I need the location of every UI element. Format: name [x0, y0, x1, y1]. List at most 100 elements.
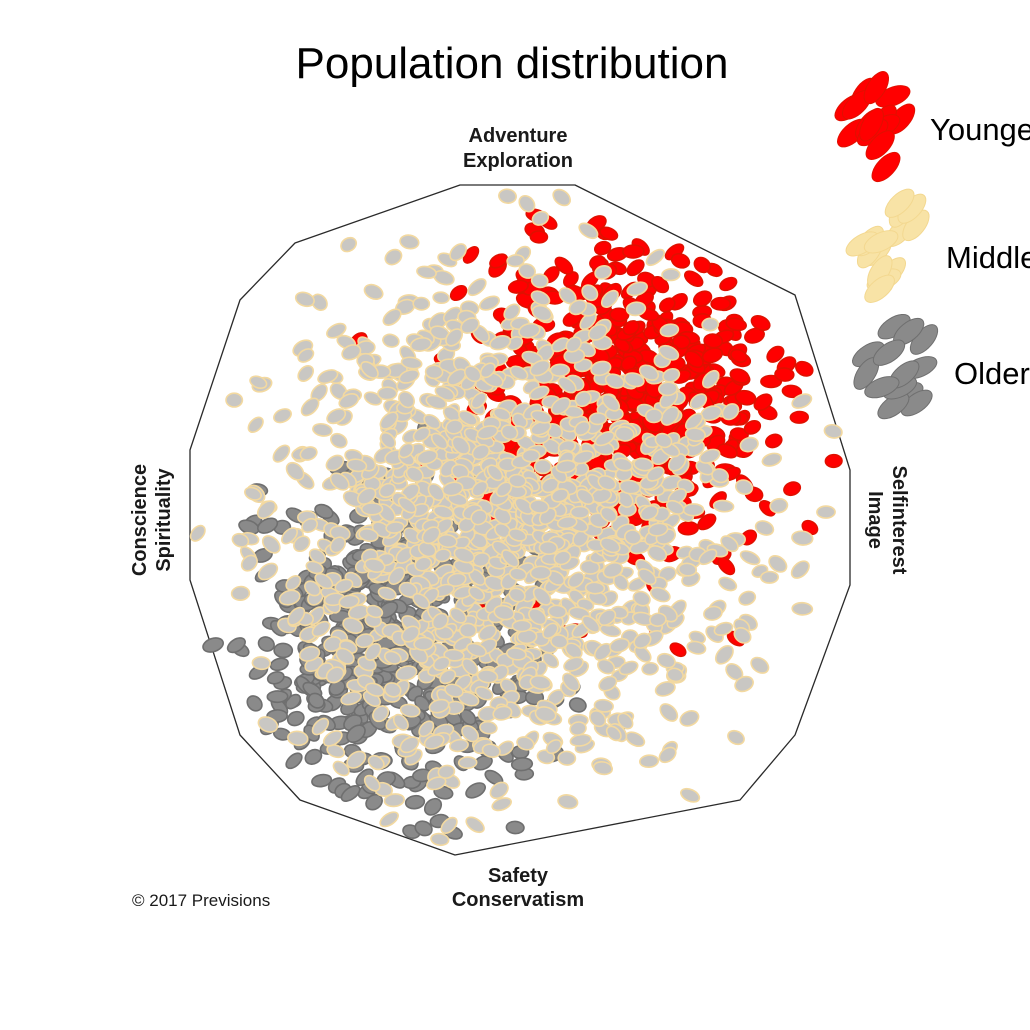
point-younger: [753, 393, 773, 411]
point-middle: [418, 720, 435, 738]
point-younger: [693, 256, 712, 274]
point-middle: [257, 716, 279, 733]
point-middle: [684, 427, 706, 442]
point-younger: [672, 334, 691, 350]
point-middle: [738, 590, 757, 606]
point-middle: [465, 816, 485, 834]
point-middle: [541, 652, 560, 669]
point-middle: [701, 317, 720, 332]
point-middle: [601, 393, 621, 412]
point-middle: [658, 381, 678, 397]
axis-bottom-line2: Conservatism: [452, 889, 584, 911]
point-middle: [379, 811, 399, 828]
point-middle: [518, 194, 536, 213]
axis-bottom-line1: Safety: [488, 865, 549, 887]
legend-label-middle: Middle: [946, 240, 1030, 275]
point-middle: [531, 210, 550, 226]
point-middle: [372, 705, 390, 723]
point-middle: [445, 328, 464, 347]
point-middle: [509, 567, 528, 581]
point-middle: [424, 364, 444, 380]
point-middle: [529, 675, 552, 690]
point-older: [285, 752, 303, 770]
point-middle: [702, 369, 720, 389]
point-middle: [656, 652, 676, 669]
point-older: [433, 785, 454, 800]
point-middle: [423, 413, 441, 430]
point-middle: [625, 301, 647, 317]
point-middle: [395, 665, 418, 682]
point-younger: [743, 420, 762, 435]
point-younger: [729, 368, 750, 384]
point-middle: [739, 550, 761, 566]
point-younger: [717, 443, 738, 459]
point-younger: [609, 307, 630, 323]
point-middle: [572, 450, 594, 465]
point-middle: [816, 505, 836, 519]
point-middle: [399, 736, 420, 754]
point-middle: [312, 422, 333, 437]
point-middle: [528, 385, 550, 401]
point-middle: [489, 335, 512, 351]
point-middle: [646, 466, 665, 482]
point-younger: [684, 350, 704, 369]
point-middle: [721, 403, 740, 421]
point-middle: [587, 323, 608, 341]
point-older: [423, 797, 443, 816]
point-middle: [734, 675, 754, 693]
point-middle: [761, 452, 783, 467]
legend-mark-older: [900, 389, 933, 417]
point-middle: [458, 410, 478, 426]
point-middle: [823, 423, 843, 439]
point-younger: [766, 345, 785, 363]
point-middle: [304, 580, 321, 597]
point-middle: [257, 562, 279, 581]
point-younger: [717, 556, 736, 576]
point-younger: [729, 427, 749, 442]
point-younger: [489, 253, 509, 269]
point-middle: [230, 585, 251, 602]
point-middle: [356, 487, 377, 505]
point-middle: [360, 502, 384, 516]
point-middle: [426, 776, 447, 791]
point-middle: [437, 764, 456, 779]
point-middle: [273, 408, 292, 424]
point-middle: [698, 448, 721, 464]
point-middle: [711, 468, 729, 484]
legend-mark-middle: [864, 274, 895, 303]
point-middle: [661, 268, 681, 282]
point-middle: [617, 712, 634, 730]
point-middle: [509, 365, 529, 381]
point-middle: [684, 412, 704, 431]
legend-mark-younger: [865, 130, 895, 160]
point-middle: [441, 481, 464, 497]
point-middle: [382, 333, 400, 348]
point-middle: [568, 299, 587, 316]
point-younger: [710, 296, 732, 311]
point-middle: [383, 650, 402, 665]
point-older: [568, 697, 587, 713]
point-middle: [508, 528, 528, 542]
point-middle: [733, 626, 752, 644]
point-middle: [231, 532, 250, 548]
point-older: [257, 636, 275, 652]
point-middle: [430, 432, 449, 450]
point-older: [266, 690, 289, 704]
point-middle: [654, 681, 676, 697]
point-middle: [301, 517, 319, 534]
legend-label-younger: Younger: [930, 112, 1030, 147]
point-middle: [443, 648, 465, 662]
point-middle: [623, 372, 645, 388]
legend: Younger Middle Older: [834, 71, 1030, 420]
point-middle: [624, 529, 642, 545]
point-middle: [760, 570, 779, 584]
point-middle: [294, 291, 315, 308]
point-middle: [416, 449, 438, 465]
point-middle: [472, 552, 491, 568]
point-middle: [377, 586, 397, 601]
point-middle: [449, 607, 467, 624]
point-middle: [261, 535, 281, 554]
point-middle: [379, 431, 397, 449]
point-middle: [461, 657, 479, 676]
point-middle: [397, 496, 417, 514]
